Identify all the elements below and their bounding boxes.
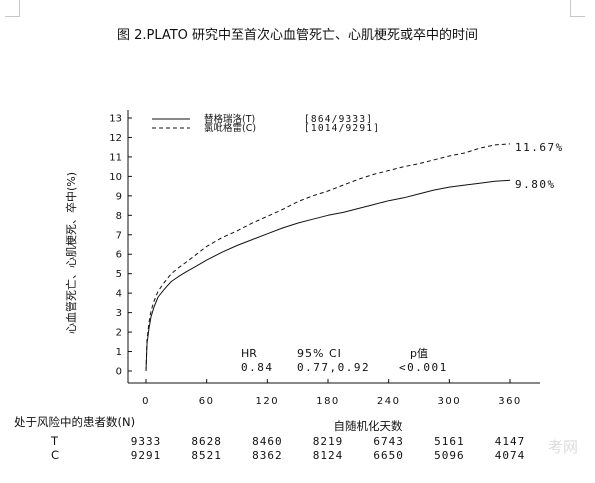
hr-value: 0.84 — [241, 361, 274, 374]
legend-count-ticagrelor: [864/9333] — [304, 114, 373, 125]
y-tick-label: 11 — [109, 152, 122, 163]
y-tick-label: 0 — [116, 367, 122, 378]
legend-count-clopidogrel: [1014/9291] — [304, 123, 380, 134]
risk-cell: 8124 — [313, 449, 344, 462]
y-tick-label: 9 — [116, 191, 122, 202]
risk-row-label-t: T — [50, 434, 59, 448]
risk-cell: 8219 — [313, 435, 344, 448]
risk-cell: 9333 — [131, 435, 162, 448]
y-tick-label: 3 — [116, 308, 122, 319]
y-tick-label: 12 — [109, 133, 122, 144]
x-tick-label: 300 — [438, 396, 462, 407]
series-line-ticagrelor — [145, 179, 511, 372]
series-line-clopidogrel — [145, 143, 511, 372]
x-tick-label: 180 — [316, 396, 340, 407]
y-tick-label: 2 — [116, 328, 122, 339]
risk-cell: 6650 — [373, 449, 404, 462]
y-tick-label: 5 — [116, 269, 122, 280]
risk-cell: 5096 — [434, 449, 465, 462]
x-tick-label: 360 — [498, 396, 522, 407]
hr-label: HR — [241, 347, 257, 360]
risk-cell: 9291 — [131, 449, 162, 462]
end-label-clopidogrel: 11.67% — [515, 141, 564, 154]
x-tick-label: 0 — [142, 396, 150, 407]
p-value: <0.001 — [399, 361, 448, 374]
y-axis-label: 心血管死亡、心肌梗死、卒中(%) — [64, 172, 78, 334]
ci-label: 95% CI — [297, 347, 342, 360]
p-label: p值 — [410, 347, 428, 360]
y-tick-label: 8 — [116, 211, 122, 222]
y-tick-label: 4 — [116, 289, 122, 300]
y-tick-label: 6 — [116, 250, 122, 261]
risk-cell: 8521 — [191, 449, 222, 462]
risk-cells: 9333 8628 8460 8219 6743 5161 4147 9291 8521 8362… — [131, 435, 526, 462]
risk-cell: 8460 — [252, 435, 283, 448]
y-tick-label: 7 — [116, 230, 122, 241]
ci-value: 0.77,0.92 — [297, 361, 370, 374]
risk-row-label-c: C — [51, 448, 59, 462]
risk-cell: 4074 — [495, 449, 526, 462]
y-tick-label: 13 — [109, 114, 122, 125]
risk-table-heading: 处于风险中的患者数(N) — [14, 415, 136, 429]
series-layer — [145, 143, 511, 372]
risk-cell: 4147 — [495, 435, 526, 448]
risk-cell: 8362 — [252, 449, 283, 462]
y-tick-label: 10 — [109, 172, 122, 183]
risk-cell: 6743 — [373, 435, 404, 448]
x-axis-label: 自随机化天数 — [334, 419, 403, 433]
figure-title: 图 2.PLATO 研究中至首次心血管死亡、心肌梗死或卒中的时间 — [116, 28, 479, 43]
x-tick-label: 60 — [199, 396, 215, 407]
end-label-ticagrelor: 9.80% — [515, 178, 556, 191]
x-tick-label: 120 — [256, 396, 280, 407]
y-tick-label: 1 — [116, 347, 122, 358]
legend-label-clopidogrel: 氯吡格雷(C) — [204, 122, 256, 134]
risk-cell: 8628 — [191, 435, 222, 448]
corner-mark-left — [5, 0, 20, 17]
corner-mark-right — [570, 0, 585, 17]
watermark: 考网 — [548, 438, 578, 456]
legend-label-ticagrelor: 替格瑞洛(T) — [204, 113, 255, 125]
x-tick-label: 240 — [377, 396, 401, 407]
risk-cell: 5161 — [434, 435, 465, 448]
